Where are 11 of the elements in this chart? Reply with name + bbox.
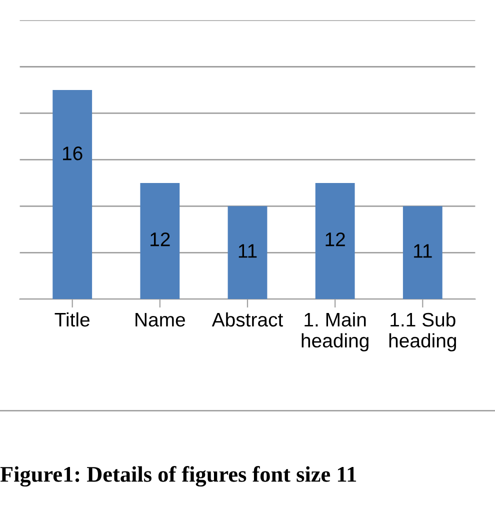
x-tick-label: 1.1 Sub heading	[389, 312, 456, 352]
x-tick-label: Name	[136, 313, 185, 327]
text: Figure1: Details of figures font size 11	[0, 466, 356, 487]
data-label: 16	[63, 146, 82, 160]
data-label: 12	[326, 232, 345, 246]
x-tick-label: Title	[54, 312, 90, 327]
data-label: 12	[150, 232, 170, 246]
data-label: 11	[414, 244, 432, 258]
data-label: 11	[238, 244, 257, 258]
x-tick-label: Abstract	[212, 312, 284, 327]
x-tick-label: 1. Main heading	[302, 312, 368, 352]
